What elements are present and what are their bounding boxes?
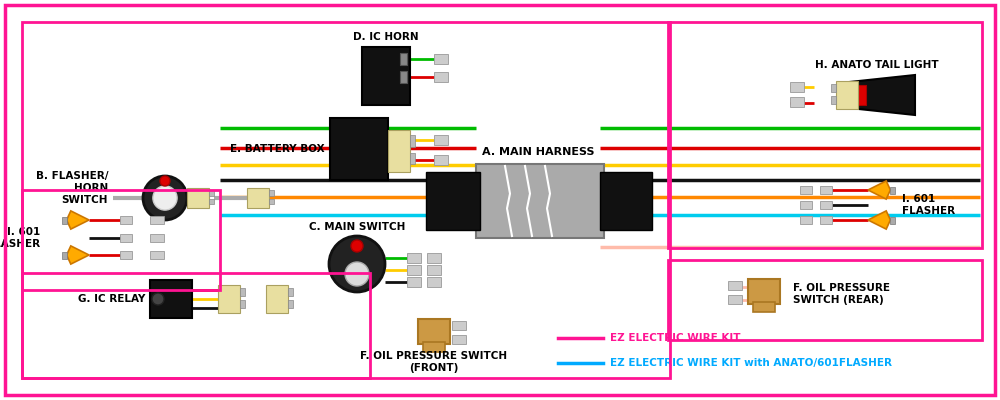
FancyBboxPatch shape — [790, 97, 804, 107]
FancyBboxPatch shape — [288, 300, 293, 308]
FancyBboxPatch shape — [120, 216, 132, 224]
FancyBboxPatch shape — [800, 216, 812, 224]
Circle shape — [143, 176, 187, 220]
FancyBboxPatch shape — [266, 285, 288, 313]
Polygon shape — [840, 75, 915, 115]
Text: F. OIL PRESSURE
SWITCH (REAR): F. OIL PRESSURE SWITCH (REAR) — [793, 283, 890, 305]
Text: EZ ELECTRIC WIRE KIT with ANATO/601FLASHER: EZ ELECTRIC WIRE KIT with ANATO/601FLASH… — [610, 358, 892, 368]
Polygon shape — [868, 181, 890, 199]
Circle shape — [160, 176, 170, 186]
FancyBboxPatch shape — [426, 172, 480, 230]
FancyBboxPatch shape — [240, 288, 245, 296]
FancyBboxPatch shape — [120, 234, 132, 242]
FancyBboxPatch shape — [62, 216, 67, 224]
FancyBboxPatch shape — [209, 199, 214, 204]
Text: H. ANATO TAIL LIGHT: H. ANATO TAIL LIGHT — [815, 60, 939, 70]
FancyBboxPatch shape — [209, 190, 214, 196]
Bar — [668, 260, 982, 340]
FancyBboxPatch shape — [820, 201, 832, 209]
FancyBboxPatch shape — [400, 53, 407, 65]
Bar — [22, 273, 370, 378]
FancyBboxPatch shape — [427, 253, 441, 263]
Text: E. BATTERY BOX: E. BATTERY BOX — [230, 144, 325, 154]
FancyBboxPatch shape — [748, 279, 780, 304]
FancyBboxPatch shape — [753, 302, 775, 312]
FancyBboxPatch shape — [400, 71, 407, 83]
FancyBboxPatch shape — [434, 155, 448, 165]
FancyBboxPatch shape — [187, 188, 209, 208]
Bar — [668, 22, 982, 248]
FancyBboxPatch shape — [388, 130, 410, 172]
FancyBboxPatch shape — [820, 186, 832, 194]
Text: C. MAIN SWITCH: C. MAIN SWITCH — [309, 222, 405, 232]
Polygon shape — [67, 246, 89, 264]
FancyBboxPatch shape — [330, 118, 388, 180]
Text: D. IC HORN: D. IC HORN — [353, 32, 419, 42]
Text: G. IC RELAY: G. IC RELAY — [78, 294, 145, 304]
FancyBboxPatch shape — [427, 277, 441, 287]
FancyBboxPatch shape — [362, 47, 410, 105]
FancyBboxPatch shape — [407, 253, 421, 263]
Text: B. FLASHER/
HORN
SWITCH: B. FLASHER/ HORN SWITCH — [36, 171, 108, 204]
FancyBboxPatch shape — [418, 319, 450, 344]
FancyBboxPatch shape — [269, 199, 274, 204]
FancyBboxPatch shape — [150, 251, 164, 259]
Text: EZ ELECTRIC WIRE KIT: EZ ELECTRIC WIRE KIT — [610, 333, 740, 343]
FancyBboxPatch shape — [434, 72, 448, 82]
FancyBboxPatch shape — [852, 85, 866, 105]
FancyBboxPatch shape — [831, 84, 836, 92]
FancyBboxPatch shape — [120, 251, 132, 259]
FancyBboxPatch shape — [407, 265, 421, 275]
FancyBboxPatch shape — [427, 265, 441, 275]
FancyBboxPatch shape — [150, 234, 164, 242]
FancyBboxPatch shape — [728, 281, 742, 290]
FancyBboxPatch shape — [836, 81, 858, 109]
FancyBboxPatch shape — [407, 277, 421, 287]
FancyBboxPatch shape — [434, 54, 448, 64]
Text: I. 601
FLASHER: I. 601 FLASHER — [902, 194, 955, 216]
FancyBboxPatch shape — [240, 300, 245, 308]
FancyBboxPatch shape — [728, 295, 742, 304]
FancyBboxPatch shape — [218, 285, 240, 313]
Circle shape — [152, 293, 164, 305]
FancyBboxPatch shape — [452, 321, 466, 330]
FancyBboxPatch shape — [790, 82, 804, 92]
FancyBboxPatch shape — [150, 216, 164, 224]
FancyBboxPatch shape — [890, 186, 895, 194]
Polygon shape — [67, 211, 89, 229]
Circle shape — [345, 262, 369, 286]
FancyBboxPatch shape — [410, 153, 415, 164]
FancyBboxPatch shape — [150, 280, 192, 318]
Text: I. 601
FLASHER: I. 601 FLASHER — [0, 227, 40, 249]
FancyBboxPatch shape — [800, 201, 812, 209]
Circle shape — [153, 186, 177, 210]
Circle shape — [351, 240, 363, 252]
FancyBboxPatch shape — [269, 190, 274, 196]
FancyBboxPatch shape — [600, 172, 652, 230]
FancyBboxPatch shape — [800, 186, 812, 194]
FancyBboxPatch shape — [247, 188, 269, 208]
FancyBboxPatch shape — [831, 96, 836, 104]
FancyBboxPatch shape — [890, 216, 895, 224]
FancyBboxPatch shape — [452, 335, 466, 344]
FancyBboxPatch shape — [423, 342, 445, 352]
FancyBboxPatch shape — [820, 216, 832, 224]
Circle shape — [329, 236, 385, 292]
FancyBboxPatch shape — [476, 164, 604, 238]
FancyBboxPatch shape — [434, 135, 448, 145]
Polygon shape — [868, 211, 890, 229]
Text: A. MAIN HARNESS: A. MAIN HARNESS — [482, 147, 594, 157]
Text: F. OIL PRESSURE SWITCH
(FRONT): F. OIL PRESSURE SWITCH (FRONT) — [360, 351, 508, 373]
FancyBboxPatch shape — [62, 252, 67, 258]
Bar — [22, 190, 220, 290]
Bar — [22, 22, 670, 378]
FancyBboxPatch shape — [288, 288, 293, 296]
FancyBboxPatch shape — [410, 135, 415, 147]
